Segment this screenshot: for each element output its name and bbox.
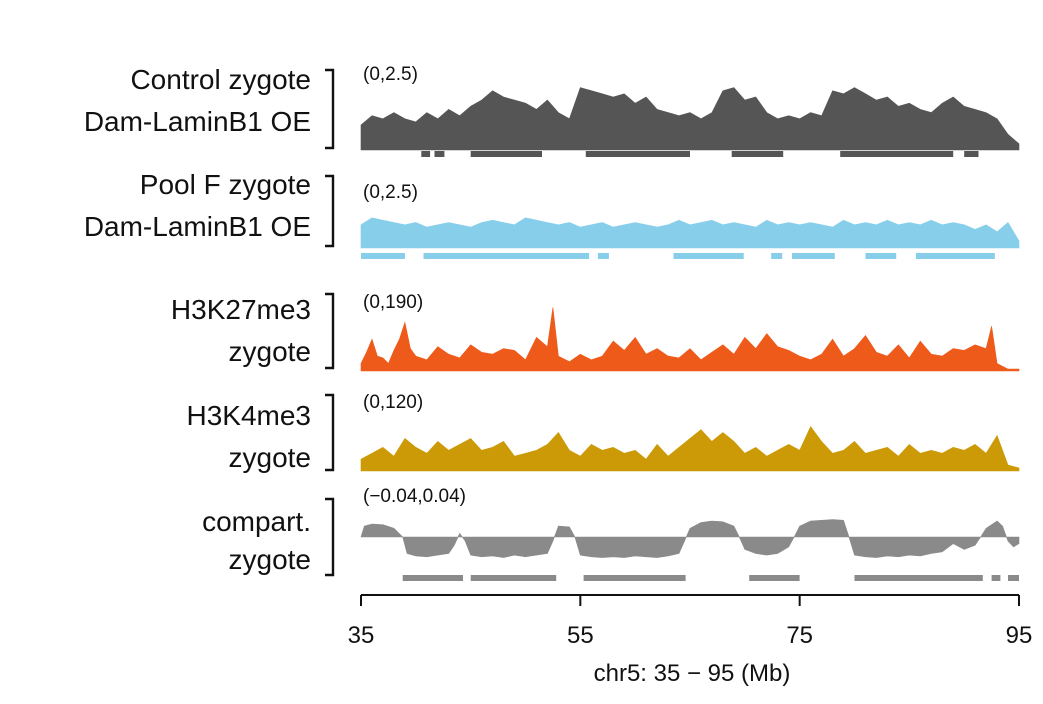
- track-1-label-line-2: Dam-LaminB1 OE: [84, 106, 311, 137]
- track-5-range-label: (−0.04,0.04): [363, 486, 466, 507]
- track-2-signal-area: [360, 217, 1020, 249]
- track-2-domain-bar: [597, 253, 609, 259]
- track-5-domain-bar: [402, 575, 463, 581]
- track-2-label-line-1: Pool F zygote: [140, 169, 311, 200]
- track-5-domain-bar: [470, 575, 557, 581]
- x-tick-label: 75: [786, 622, 813, 649]
- track-2-label-line-2: Dam-LaminB1 OE: [84, 211, 311, 242]
- x-tick-label: 55: [567, 622, 594, 649]
- track-1-domain-bar: [434, 151, 445, 157]
- track-2-domain-bar: [673, 253, 744, 259]
- track-1-range-label: (0,2.5): [363, 64, 418, 85]
- track-5-label-line-1: compart.: [202, 506, 311, 537]
- track-1-domain-bar: [964, 151, 979, 157]
- track-1-domain-bar: [731, 151, 784, 157]
- track-2-domain-bar: [771, 253, 783, 259]
- track-5-domain-bar: [991, 575, 1001, 581]
- track-3-signal-area: [360, 307, 1020, 372]
- track-3: (0,190) H3K27me3 zygote: [171, 292, 1020, 372]
- track-1: (0,2.5) Control zygote Dam-LaminB1 OE: [84, 64, 1020, 157]
- track-4: (0,120) H3K4me3 zygote: [186, 392, 1020, 473]
- track-2-domain-bar: [423, 253, 590, 259]
- track-4-bracket: [325, 393, 335, 472]
- track-5: (−0.04,0.04) compart. zygote: [202, 486, 1020, 581]
- track-5-signal-area: [360, 519, 1020, 558]
- x-tick-label: 35: [348, 622, 375, 649]
- track-1-domain-bar: [470, 151, 542, 157]
- track-1-domain-bar: [585, 151, 690, 157]
- track-2-domain-bar: [792, 253, 835, 259]
- track-2-domain-bar: [361, 253, 405, 259]
- track-4-label-line-2: zygote: [229, 442, 312, 473]
- track-3-range-label: (0,190): [363, 292, 423, 313]
- track-2-bracket: [325, 174, 335, 248]
- x-axis-title: chr5: 35 − 95 (Mb): [594, 660, 791, 687]
- x-tick-label: 95: [1006, 622, 1033, 649]
- x-axis-ticks: 35 55 75 95: [348, 595, 1033, 649]
- track-1-domain-bar: [421, 151, 431, 157]
- track-5-domain-bar: [1008, 575, 1019, 581]
- track-5-domain-bar: [583, 575, 686, 581]
- track-4-label-line-1: H3K4me3: [186, 400, 311, 431]
- track-2: (0,2.5) Pool F zygote Dam-LaminB1 OE: [84, 169, 1020, 259]
- track-1-signal-area: [360, 87, 1020, 151]
- track-2-range-label: (0,2.5): [363, 182, 418, 203]
- track-1-domain-bar: [840, 151, 954, 157]
- track-4-signal-area: [360, 426, 1020, 472]
- track-2-domain-bar: [915, 253, 995, 259]
- x-axis: 35 55 75 95 chr5: 35 − 95 (Mb): [348, 594, 1033, 687]
- track-5-bracket: [325, 497, 335, 577]
- track-3-bracket: [325, 292, 335, 370]
- track-5-label-line-2: zygote: [229, 544, 312, 575]
- track-1-label-line-1: Control zygote: [130, 64, 311, 95]
- track-5-domain-bar: [749, 575, 800, 581]
- track-3-label-line-2: zygote: [229, 336, 312, 367]
- track-5-domain-bar: [854, 575, 983, 581]
- track-1-bracket: [325, 68, 335, 150]
- track-2-domain-bar: [865, 253, 897, 259]
- track-3-label-line-1: H3K27me3: [171, 294, 311, 325]
- track-4-range-label: (0,120): [363, 392, 423, 413]
